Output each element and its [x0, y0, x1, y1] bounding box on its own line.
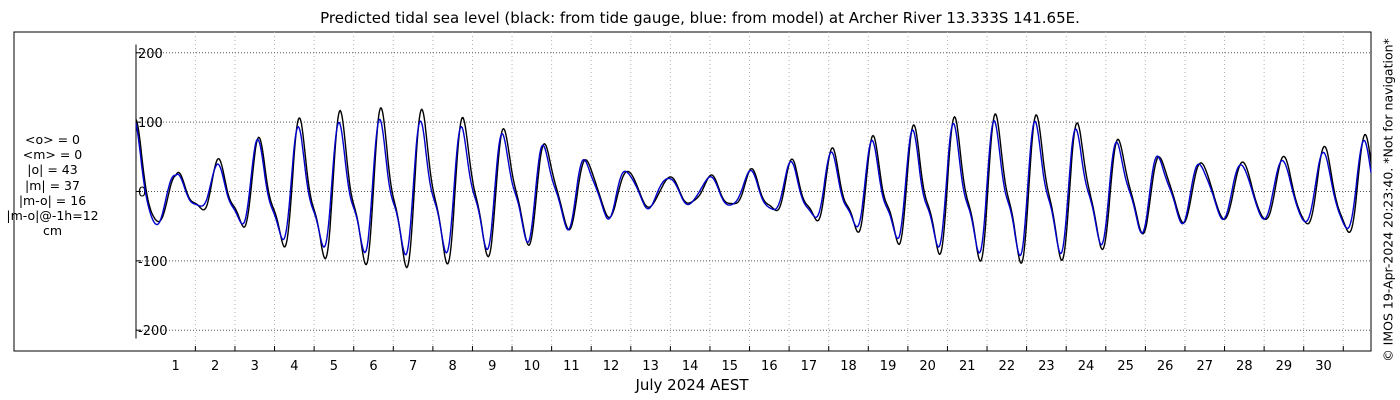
series-group	[135, 107, 1372, 269]
x-axis-label: July 2024 AEST	[634, 376, 749, 394]
stat-abs-difference-lagged: |m-o|@-1h=12	[6, 208, 99, 224]
x-tick-label: 17	[801, 359, 818, 374]
stat-abs-model: |m| = 37	[25, 177, 80, 193]
model-series-line	[135, 118, 1372, 257]
y-tick-label: -100	[138, 255, 168, 270]
x-tick-label: 22	[999, 359, 1016, 374]
stat-mean-model: <m> = 0	[22, 147, 83, 163]
stat-abs-difference: |m-o| = 16	[18, 192, 87, 208]
x-tick-label: 2	[211, 359, 219, 374]
x-tick-label: 6	[369, 359, 377, 374]
x-tick-label: 13	[642, 359, 659, 374]
x-tick-label: 21	[959, 359, 976, 374]
x-tick-label: 20	[919, 359, 936, 374]
x-tick-label: 27	[1196, 359, 1213, 374]
x-tick-label: 9	[488, 359, 496, 374]
outer-frame	[13, 31, 1372, 352]
y-tick-label: -200	[138, 324, 168, 339]
y-tick-label: 0	[138, 186, 146, 201]
stat-mean-observed: <o> = 0	[25, 132, 80, 147]
x-tick-label: 15	[721, 359, 738, 374]
observed-series-line	[135, 107, 1372, 269]
x-tick-label: 4	[290, 359, 298, 374]
x-tick-label: 5	[330, 359, 338, 374]
x-tick-label: 8	[449, 359, 457, 374]
x-tick-label: 16	[761, 359, 778, 374]
x-tick-label: 18	[840, 359, 857, 374]
x-tick-label: 26	[1157, 359, 1174, 374]
x-tick-label: 19	[880, 359, 897, 374]
x-tick-label: 29	[1276, 359, 1293, 374]
x-tick-label: 24	[1078, 359, 1095, 374]
x-tick-label: 10	[524, 359, 541, 374]
chart-title: Predicted tidal sea level (black: from t…	[320, 9, 1080, 27]
stat-unit: cm	[42, 223, 63, 239]
x-tick-label: 28	[1236, 359, 1253, 374]
y-tick-label: 100	[138, 116, 163, 131]
x-tick-label: 1	[171, 359, 179, 374]
axes: 1 2 3 4 5 6 7 8 9 10 11 12 13 14 15 16 17 18 19 20 21 22 23 24 2…	[135, 44, 1344, 374]
x-tick-label: 3	[251, 359, 259, 374]
x-tick-label: 25	[1117, 359, 1134, 374]
x-tick-label: 7	[409, 359, 417, 374]
grid-lines	[136, 32, 1371, 351]
x-tick-label: 14	[682, 359, 699, 374]
statistics-panel: <o> = 0 <m> = 0 |o| = 43 |m| = 37 |m-o| …	[5, 132, 100, 238]
x-tick-label: 30	[1315, 359, 1332, 374]
y-tick-label: 200	[138, 47, 163, 62]
x-tick-label: 11	[563, 359, 580, 374]
x-tick-label: 12	[603, 359, 620, 374]
stat-abs-observed: |o| = 43	[27, 162, 78, 178]
x-tick-label: 23	[1038, 359, 1055, 374]
